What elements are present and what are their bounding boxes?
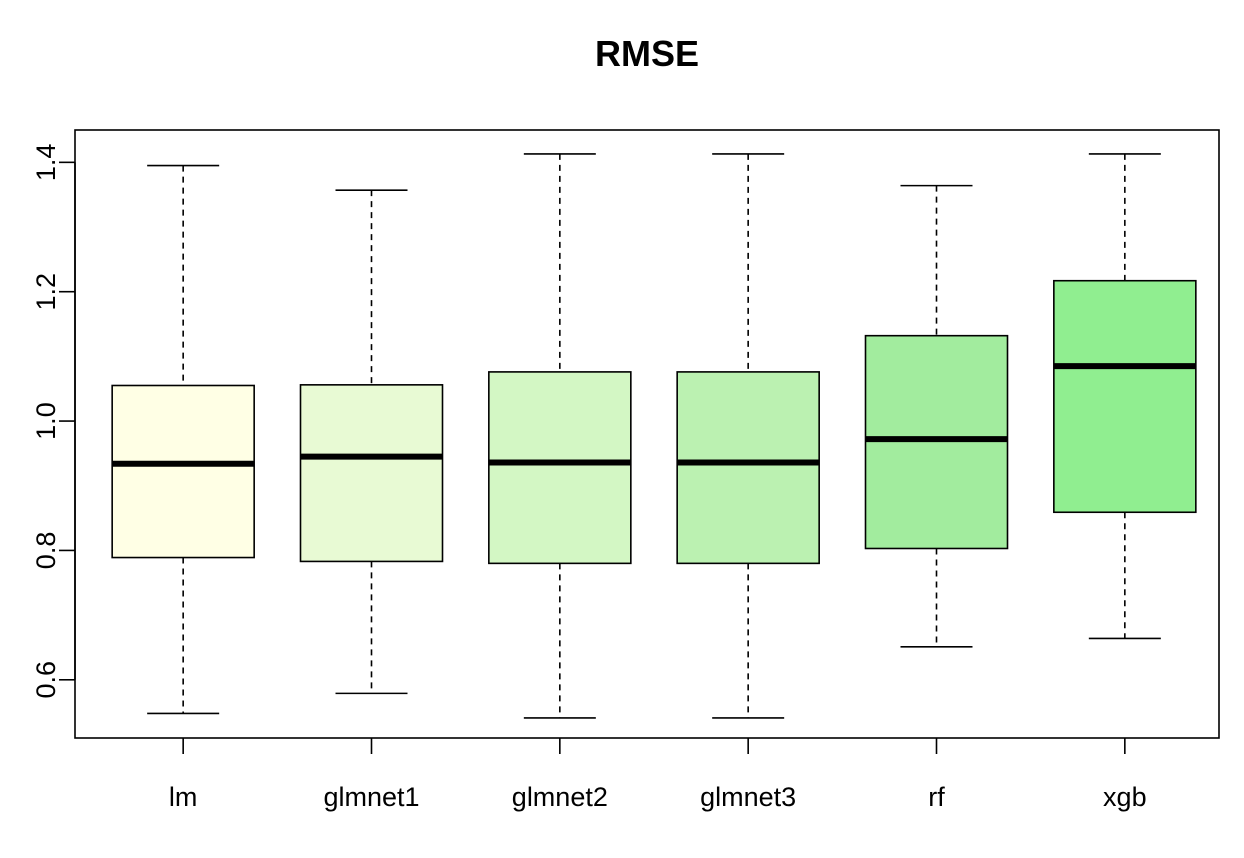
x-tick-label: rf bbox=[928, 782, 945, 812]
y-tick-label: 1.0 bbox=[31, 402, 61, 440]
iqr-box bbox=[299, 384, 444, 563]
y-tick-label: 0.8 bbox=[31, 532, 61, 570]
y-axis: 0.6 0.8 1.0 1.2 1.4 bbox=[31, 144, 76, 699]
x-tick-label: glmnet2 bbox=[512, 782, 608, 812]
box-group-glmnet1 bbox=[299, 189, 444, 695]
x-tick-label: glmnet3 bbox=[700, 782, 796, 812]
x-axis: lm glmnet1 glmnet2 glmnet3 rf xgb bbox=[169, 738, 1147, 812]
box-group-lm bbox=[111, 164, 255, 715]
chart-title: RMSE bbox=[595, 33, 699, 74]
x-tick-label: lm bbox=[169, 782, 198, 812]
x-tick-label: glmnet1 bbox=[323, 782, 419, 812]
x-tick-label: xgb bbox=[1103, 782, 1147, 812]
iqr-box bbox=[488, 371, 632, 565]
box-group-glmnet3 bbox=[676, 153, 820, 719]
iqr-box bbox=[1053, 279, 1197, 514]
box-group-glmnet2 bbox=[488, 153, 632, 719]
box-group-xgb bbox=[1053, 153, 1197, 640]
y-tick-label: 0.6 bbox=[31, 661, 61, 699]
box-group-rf bbox=[864, 184, 1009, 648]
iqr-box bbox=[676, 371, 820, 565]
iqr-box bbox=[111, 384, 255, 559]
y-tick-label: 1.2 bbox=[31, 273, 61, 311]
box-series bbox=[111, 153, 1197, 719]
y-tick-label: 1.4 bbox=[31, 144, 61, 182]
